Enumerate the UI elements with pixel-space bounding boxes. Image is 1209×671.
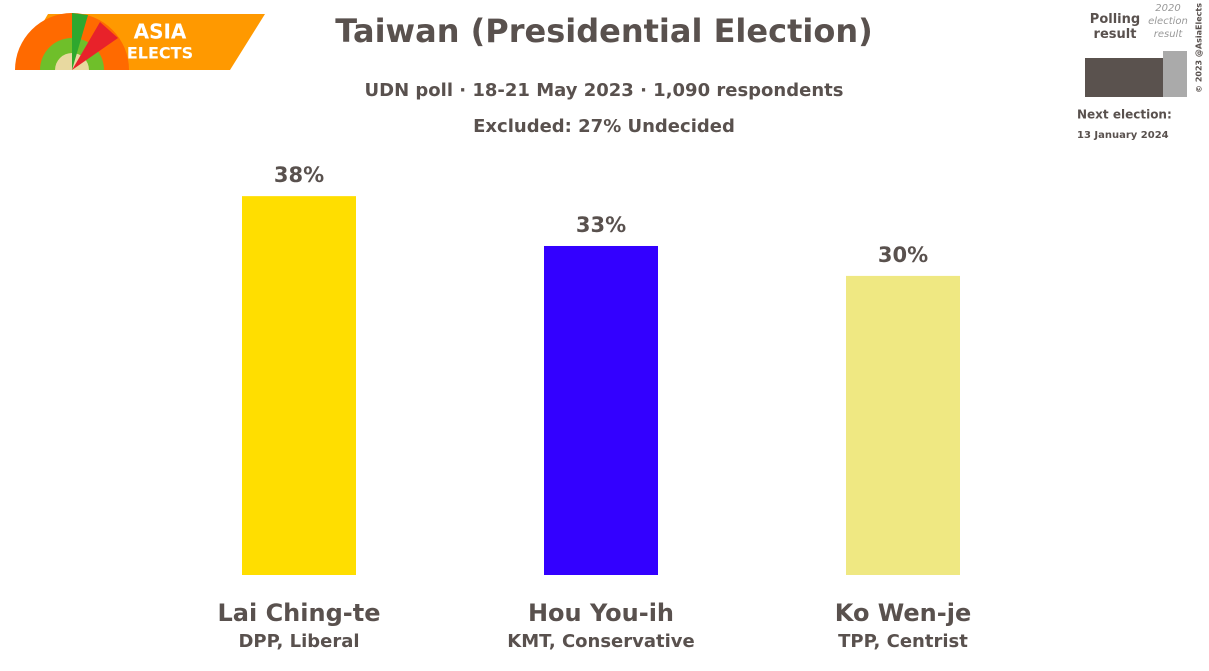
chart-title: Taiwan (Presidential Election) — [335, 12, 872, 50]
category-sublabel: KMT, Conservative — [507, 631, 694, 652]
note: Excluded: 27% Undecided — [473, 116, 735, 137]
value-label: 30% — [878, 243, 928, 267]
legend-label: 2020 election result — [1148, 3, 1188, 40]
bar — [846, 275, 960, 575]
legend-label-text: 2020 election result — [1148, 3, 1188, 40]
legend-label-text: Polling result — [1089, 12, 1141, 42]
logo-text: ELECTS — [127, 44, 193, 63]
logo-ray — [72, 13, 88, 70]
logo-ray — [72, 22, 118, 70]
legend-swatch-previous — [1163, 51, 1187, 97]
category-label: Lai Ching-te — [218, 599, 381, 627]
category-label: Hou You-ih — [528, 599, 674, 627]
next-election-date: 13 January 2024 — [1077, 130, 1169, 141]
legend-label: Polling result — [1089, 12, 1141, 42]
copyright: © 2023 @AsiaElects — [1195, 3, 1204, 93]
category-label: Ko Wen-je — [835, 599, 971, 627]
legend: Polling result 2020 election result © 20… — [1077, 3, 1204, 141]
logo: ASIA ELECTS — [15, 13, 265, 70]
value-label: 38% — [274, 163, 324, 187]
subtitle: UDN poll · 18-21 May 2023 · 1,090 respon… — [365, 80, 844, 101]
bar — [242, 196, 356, 575]
legend-swatch-polling — [1085, 58, 1163, 97]
logo-text: ASIA — [134, 20, 187, 44]
next-election-label: Next election: — [1077, 108, 1172, 122]
value-label: 33% — [576, 213, 626, 237]
category-sublabel: TPP, Centrist — [838, 631, 968, 652]
category-sublabel: DPP, Liberal — [238, 631, 359, 652]
bar — [544, 245, 658, 576]
